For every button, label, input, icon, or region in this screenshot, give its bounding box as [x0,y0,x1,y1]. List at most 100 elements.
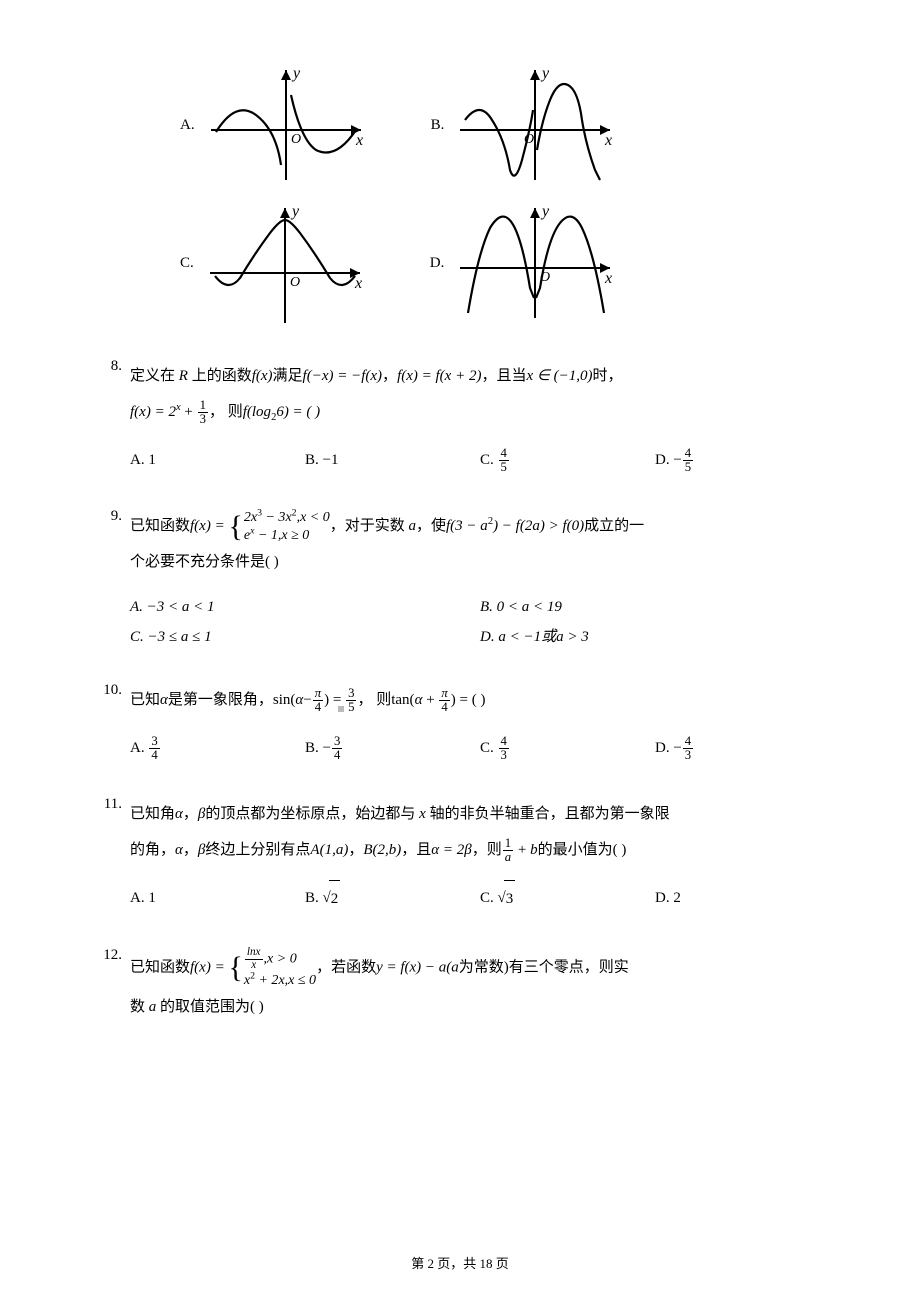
q11-l1b: 的顶点都为坐标原点，始边都与 [205,806,419,822]
q9-mid3: 成立的一 [584,518,644,534]
question-11: 11. 已知角α，β的顶点都为坐标原点，始边都与 x 轴的非负半轴重合，且都为第… [90,796,830,917]
q12-l1n: lnx [245,947,263,960]
graph-label-d: D. [430,255,445,272]
q11-bb: b [530,842,538,858]
q8-f1n: 1 [198,399,208,413]
q10-cp: C. [480,740,498,756]
q9-a: a [409,518,417,534]
q11-l2d: ，则 [472,842,502,858]
q9-opt-a: A. −3 < a < 1 [130,592,480,622]
svg-text:O: O [291,132,301,147]
q8-xr: x ∈ (−1,0) [526,368,592,384]
q10-then: ， 则tan( [357,692,414,708]
q9-l2c: x ≥ 0 [281,528,309,543]
q10-cn: 4 [499,735,509,749]
q10-number: 10. [90,682,130,766]
q11-c2: ， [183,842,198,858]
q11-c3v: 3 [504,880,516,917]
q11-stem-l1: 已知角α，β的顶点都为坐标原点，始边都与 x 轴的非负半轴重合，且都为第一象限 [130,796,830,832]
q8-six: 6) = ( ) [276,404,320,420]
q12-l2b2: 的取值范围为( ) [156,999,264,1015]
q8-t5: 时， [593,368,623,384]
footer-b: 页，共 [434,1256,480,1271]
q8-opt-b: B. −1 [305,442,480,478]
q10-pid: 4 [313,701,323,714]
svg-text:y: y [290,203,300,220]
q9-opt-b: B. 0 < a < 19 [480,592,830,622]
q8-fx2: f(x) = 2 [130,404,176,420]
q12-l2b: + 2 [255,973,278,988]
q11-stem-l2: 的角，α，β终边上分别有点A(1,a)，B(2,b)，且α = 2β，则1a +… [130,832,830,868]
q11-x: x [419,806,426,822]
q9-mid: ，对于实数 [330,518,409,534]
q8-t1: 定义在 [130,368,179,384]
q9-ineq2: ) − f(2a) > f(0) [493,518,584,534]
q11-l1c: 轴的非负半轴重合，且都为第一象限 [426,806,670,822]
q8-number: 8. [90,358,130,478]
q8-cp: C. [480,452,498,468]
watermark-dot [338,706,344,712]
q9-mid2: ，使 [416,518,446,534]
q11-plus: + [514,842,530,858]
q12-mid: ，若函数 [316,960,376,976]
q10-rd: 5 [346,701,356,714]
question-10: 10. 已知α是第一象限角，sin(α−π4) = 35， 则tan(α + π… [90,682,830,766]
q9-pre: 已知函数 [130,518,190,534]
q10-pre: 已知 [130,692,160,708]
q9-opt-d: D. a < −1或a > 3 [480,622,830,652]
graph-label-a: A. [180,117,195,134]
q8-dp: D. − [655,452,682,468]
q11-l2b: 终边上分别有点 [205,842,310,858]
q9-piecewise: { 2x3 − 3x2,x < 0 ex − 1,x ≥ 0 [228,509,329,544]
question-12: 12. 已知函数f(x) = { lnxx,x > 0 x2 + 2x,x ≤ … [90,947,830,1025]
q10-al: α [160,692,168,708]
q8-cn: 4 [499,447,509,461]
q12-l2r: x ≤ 0 [288,973,316,988]
q11-options: A. 1 B. √2 C. √3 D. 2 [130,880,830,917]
q10-dn: 4 [683,735,693,749]
q11-fd: a [503,851,513,864]
graph-label-b: B. [431,117,445,134]
q11-l2c: ，且 [401,842,431,858]
q11-l1a: 已知角 [130,806,175,822]
q12-fx: f(x) = [190,960,228,976]
q8-dd: 5 [683,461,693,474]
q8-c1: ， [382,368,397,384]
q8-cd: 5 [499,461,509,474]
q10-plus: + [422,692,438,708]
question-9: 9. 已知函数f(x) = { 2x3 − 3x2,x < 0 ex − 1,x… [90,508,830,652]
q11-fn: 1 [503,837,513,851]
page-footer: 第 2 页，共 18 页 [0,1253,920,1272]
q10-bd: 4 [332,749,342,762]
q11-l2a: 的角， [130,842,175,858]
q10-m: − [303,692,311,708]
q8-dn: 4 [683,447,693,461]
q12-stem-l2: 数 a 的取值范围为( ) [130,989,830,1025]
q10-an: 3 [149,735,159,749]
q10-opt-d: D. −43 [655,730,830,766]
svg-text:O: O [290,275,300,290]
q10-opt-a: A. 34 [130,730,305,766]
q10-pre2: 是第一象限角，sin( [168,692,296,708]
q11-al: α [175,806,183,822]
q11-opt-d: D. 2 [655,880,830,917]
q10-cd: 3 [499,749,509,762]
q10-bp: B. − [305,740,331,756]
q9-l2b: − 1, [254,528,281,543]
q10-opt-b: B. −34 [305,730,480,766]
q10-stem: 已知α是第一象限角，sin(α−π4) = 35， 则tan(α + π4) =… [130,682,830,718]
q8-opt-a: A. 1 [130,442,305,478]
q10-close: ) = ( ) [451,692,486,708]
q9-fx: f(x) = [190,518,228,534]
q10-dp: D. − [655,740,682,756]
q9-stem: 已知函数f(x) = { 2x3 − 3x2,x < 0 ex − 1,x ≥ … [130,508,830,544]
q8-then: ， 则 [209,404,243,420]
q11-A: A(1,a) [310,842,348,858]
q10-opt-c: C. 43 [480,730,655,766]
q12-stem: 已知函数f(x) = { lnxx,x > 0 x2 + 2x,x ≤ 0 ，若… [130,947,830,989]
q11-c1: ， [183,806,198,822]
q8-stem: 定义在 R 上的函数f(x)满足f(−x) = −f(x)，f(x) = f(x… [130,358,830,394]
q8-stem-line2: f(x) = 2x + 13， 则f(log26) = ( ) [130,394,830,430]
q11-opt-b: B. √2 [305,880,480,917]
q9-l1d: x < 0 [300,510,330,525]
